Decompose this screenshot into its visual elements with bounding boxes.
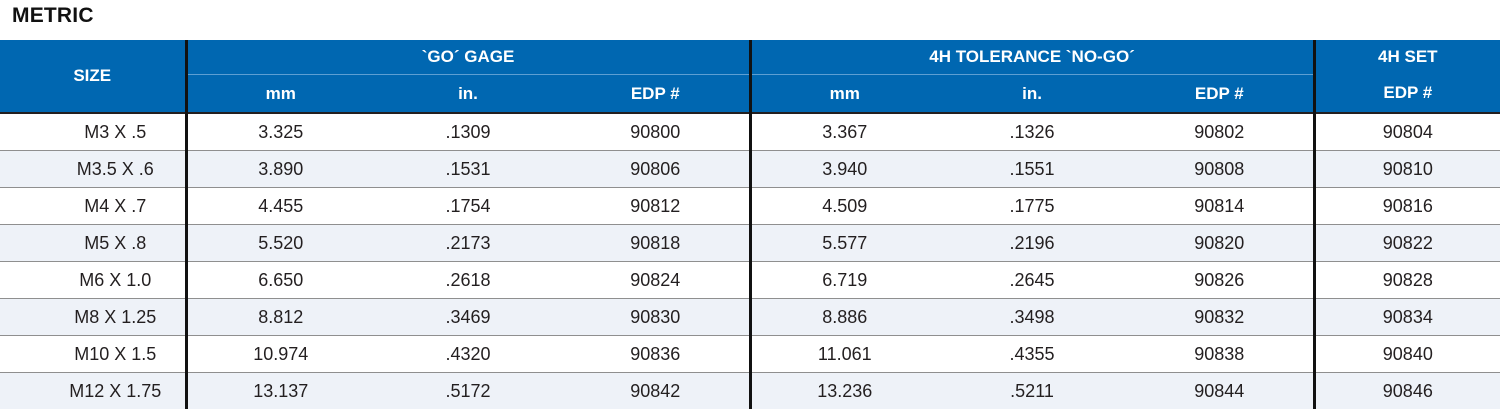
nogo-mm-cell: 8.886 (750, 299, 938, 336)
go-edp-cell: 90842 (562, 373, 750, 409)
size-cell: M4 X .7 (0, 188, 186, 225)
go-in-cell: .5172 (374, 373, 562, 409)
nogo-in-cell: .1551 (938, 151, 1126, 188)
nogo-in-cell: .3498 (938, 299, 1126, 336)
table-body: M3 X .5 3.325 .1309 90800 3.367 .1326 90… (0, 113, 1500, 409)
go-in-cell: .4320 (374, 336, 562, 373)
go-mm-cell: 3.325 (186, 113, 374, 151)
go-edp-cell: 90830 (562, 299, 750, 336)
set-edp-cell: 90822 (1314, 225, 1500, 262)
set-edp-cell: 90828 (1314, 262, 1500, 299)
go-gage-group-header: `GO´ GAGE (186, 40, 750, 75)
go-mm-cell: 13.137 (186, 373, 374, 409)
go-mm-cell: 6.650 (186, 262, 374, 299)
table-row: M10 X 1.5 10.974 .4320 90836 11.061 .435… (0, 336, 1500, 373)
go-mm-cell: 5.520 (186, 225, 374, 262)
table-row: M3 X .5 3.325 .1309 90800 3.367 .1326 90… (0, 113, 1500, 151)
size-cell: M12 X 1.75 (0, 373, 186, 409)
go-in-cell: .2173 (374, 225, 562, 262)
nogo-in-cell: .1775 (938, 188, 1126, 225)
set-group-header: 4H SET (1314, 40, 1500, 75)
size-cell: M5 X .8 (0, 225, 186, 262)
nogo-edp-cell: 90826 (1126, 262, 1314, 299)
go-edp-cell: 90812 (562, 188, 750, 225)
go-edp-cell: 90806 (562, 151, 750, 188)
table-row: M4 X .7 4.455 .1754 90812 4.509 .1775 90… (0, 188, 1500, 225)
nogo-edp-cell: 90802 (1126, 113, 1314, 151)
table-row: M5 X .8 5.520 .2173 90818 5.577 .2196 90… (0, 225, 1500, 262)
nogo-tolerance-group-header: 4H TOLERANCE `NO-GO´ (750, 40, 1314, 75)
nogo-edp-cell: 90820 (1126, 225, 1314, 262)
set-edp-cell: 90816 (1314, 188, 1500, 225)
nogo-edp-cell: 90832 (1126, 299, 1314, 336)
go-edp-cell: 90836 (562, 336, 750, 373)
nogo-in-cell: .1326 (938, 113, 1126, 151)
go-mm-cell: 4.455 (186, 188, 374, 225)
go-in-cell: .3469 (374, 299, 562, 336)
size-cell: M8 X 1.25 (0, 299, 186, 336)
go-in-cell: .2618 (374, 262, 562, 299)
go-edp-header: EDP # (562, 75, 750, 114)
go-edp-cell: 90800 (562, 113, 750, 151)
nogo-mm-cell: 3.367 (750, 113, 938, 151)
nogo-edp-header: EDP # (1126, 75, 1314, 114)
nogo-edp-cell: 90808 (1126, 151, 1314, 188)
table-row: M6 X 1.0 6.650 .2618 90824 6.719 .2645 9… (0, 262, 1500, 299)
go-in-cell: .1309 (374, 113, 562, 151)
go-in-cell: .1754 (374, 188, 562, 225)
header-column-row: mm in. EDP # mm in. EDP # EDP # (0, 75, 1500, 114)
nogo-in-header: in. (938, 75, 1126, 114)
set-edp-cell: 90834 (1314, 299, 1500, 336)
table-row: M8 X 1.25 8.812 .3469 90830 8.886 .3498 … (0, 299, 1500, 336)
go-mm-header: mm (186, 75, 374, 114)
table-header: SIZE `GO´ GAGE 4H TOLERANCE `NO-GO´ 4H S… (0, 40, 1500, 113)
go-edp-cell: 90824 (562, 262, 750, 299)
nogo-in-cell: .5211 (938, 373, 1126, 409)
size-column-header: SIZE (0, 40, 186, 113)
nogo-in-cell: .4355 (938, 336, 1126, 373)
metric-gage-table: SIZE `GO´ GAGE 4H TOLERANCE `NO-GO´ 4H S… (0, 40, 1500, 409)
go-edp-cell: 90818 (562, 225, 750, 262)
go-mm-cell: 8.812 (186, 299, 374, 336)
set-edp-cell: 90810 (1314, 151, 1500, 188)
nogo-edp-cell: 90844 (1126, 373, 1314, 409)
size-cell: M10 X 1.5 (0, 336, 186, 373)
size-cell: M3 X .5 (0, 113, 186, 151)
set-edp-header: EDP # (1314, 75, 1500, 114)
header-group-row: SIZE `GO´ GAGE 4H TOLERANCE `NO-GO´ 4H S… (0, 40, 1500, 75)
go-mm-cell: 3.890 (186, 151, 374, 188)
go-in-cell: .1531 (374, 151, 562, 188)
nogo-mm-cell: 3.940 (750, 151, 938, 188)
go-in-header: in. (374, 75, 562, 114)
size-cell: M6 X 1.0 (0, 262, 186, 299)
table-row: M12 X 1.75 13.137 .5172 90842 13.236 .52… (0, 373, 1500, 409)
nogo-mm-cell: 6.719 (750, 262, 938, 299)
nogo-mm-header: mm (750, 75, 938, 114)
nogo-in-cell: .2645 (938, 262, 1126, 299)
nogo-edp-cell: 90838 (1126, 336, 1314, 373)
page-title: METRIC (12, 2, 94, 30)
size-cell: M3.5 X .6 (0, 151, 186, 188)
nogo-mm-cell: 11.061 (750, 336, 938, 373)
nogo-mm-cell: 4.509 (750, 188, 938, 225)
table-row: M3.5 X .6 3.890 .1531 90806 3.940 .1551 … (0, 151, 1500, 188)
nogo-mm-cell: 13.236 (750, 373, 938, 409)
nogo-in-cell: .2196 (938, 225, 1126, 262)
set-edp-cell: 90846 (1314, 373, 1500, 409)
set-edp-cell: 90840 (1314, 336, 1500, 373)
nogo-mm-cell: 5.577 (750, 225, 938, 262)
nogo-edp-cell: 90814 (1126, 188, 1314, 225)
go-mm-cell: 10.974 (186, 336, 374, 373)
set-edp-cell: 90804 (1314, 113, 1500, 151)
